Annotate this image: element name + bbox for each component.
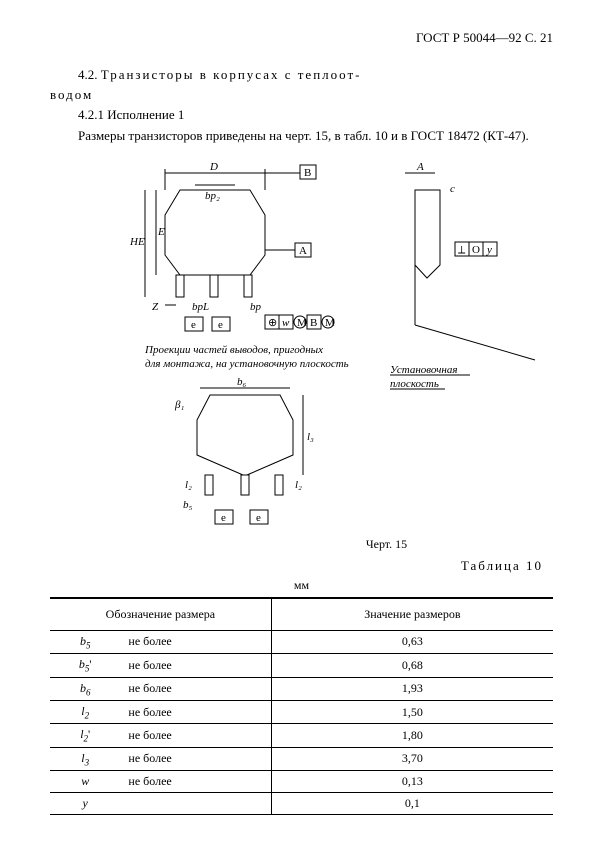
dim-condition	[120, 793, 271, 815]
dim-symbol: b6	[50, 677, 120, 700]
dim-symbol: l2'	[50, 724, 120, 747]
table-row: l2не более1,50	[50, 700, 553, 723]
svg-text:D: D	[209, 161, 218, 173]
svg-text:bp₂: bp₂	[205, 190, 220, 202]
dim-value: 1,93	[271, 677, 553, 700]
para-title-1: Транзисторы в корпусах с теплоот-	[101, 67, 362, 82]
svg-text:y: y	[486, 244, 492, 256]
para-body: Размеры транзисторов приведены на черт. …	[50, 127, 553, 145]
dim-symbol: b5'	[50, 654, 120, 677]
svg-text:l₃: l₃	[307, 431, 314, 443]
table-row: l2'не более1,80	[50, 724, 553, 747]
svg-text:bpL: bpL	[192, 301, 209, 313]
dim-value: 1,50	[271, 700, 553, 723]
svg-text:Установочная: Установочная	[390, 364, 457, 376]
svg-text:⊕: ⊕	[268, 317, 277, 329]
para-4-2-cont: водом	[50, 86, 553, 104]
dim-condition: не более	[120, 771, 271, 793]
svg-text:B: B	[310, 317, 317, 329]
table-row: b5'не более0,68	[50, 654, 553, 677]
svg-text:β₁: β₁	[174, 399, 184, 411]
table-unit: мм	[50, 578, 553, 593]
dim-symbol: w	[50, 771, 120, 793]
svg-text:HE: HE	[129, 236, 145, 248]
figure-caption: Черт. 15	[220, 537, 553, 552]
svg-text:c: c	[450, 183, 455, 195]
dim-value: 0,1	[271, 793, 553, 815]
svg-text:M: M	[297, 317, 307, 329]
figure-15: D B bp₂ HE E A Z bpL bp e	[50, 155, 553, 535]
dim-condition: не более	[120, 700, 271, 723]
svg-text:Проекции частей выводов, приго: Проекции частей выводов, пригодных	[144, 344, 323, 356]
dim-symbol: y	[50, 793, 120, 815]
svg-text:bp: bp	[250, 301, 262, 313]
svg-text:E: E	[157, 226, 165, 238]
svg-text:O: O	[472, 244, 480, 256]
svg-text:A: A	[416, 161, 424, 173]
dim-value: 0,13	[271, 771, 553, 793]
svg-text:B: B	[304, 167, 311, 179]
table-row: l3не более3,70	[50, 747, 553, 770]
para-4-2: 4.2. Транзисторы в корпусах с теплоот-	[50, 66, 553, 84]
svg-text:e: e	[191, 319, 196, 331]
svg-text:e: e	[256, 512, 261, 524]
dim-value: 0,63	[271, 630, 553, 653]
col-head-designation: Обозначение размера	[50, 598, 271, 631]
dim-value: 0,68	[271, 654, 553, 677]
svg-text:b₆: b₆	[237, 376, 247, 388]
dim-condition: не более	[120, 654, 271, 677]
dim-condition: не более	[120, 724, 271, 747]
svg-text:Z: Z	[152, 301, 159, 313]
dim-value: 3,70	[271, 747, 553, 770]
svg-text:M: M	[325, 317, 335, 329]
page-header: ГОСТ Р 50044—92 С. 21	[50, 30, 553, 46]
svg-text:e: e	[218, 319, 223, 331]
svg-text:⟂: ⟂	[458, 244, 466, 256]
svg-text:l₂: l₂	[185, 479, 192, 491]
dim-symbol: l2	[50, 700, 120, 723]
para-4-2-1: 4.2.1 Исполнение 1	[50, 106, 553, 124]
svg-text:e: e	[221, 512, 226, 524]
dim-condition: не более	[120, 630, 271, 653]
svg-text:A: A	[299, 245, 307, 257]
dim-symbol: l3	[50, 747, 120, 770]
svg-text:b₅: b₅	[183, 499, 193, 511]
svg-text:плоскость: плоскость	[390, 378, 439, 390]
dim-symbol: b5	[50, 630, 120, 653]
svg-text:l₂: l₂	[295, 479, 302, 491]
table-row: b5не более0,63	[50, 630, 553, 653]
dim-condition: не более	[120, 677, 271, 700]
col-head-values: Значение размеров	[271, 598, 553, 631]
table-row: wне более0,13	[50, 771, 553, 793]
dimensions-table: Обозначение размера Значение размеров b5…	[50, 597, 553, 815]
table-row: b6не более1,93	[50, 677, 553, 700]
svg-text:для монтажа, на установочную п: для монтажа, на установочную плоскость	[145, 358, 349, 370]
table-label: Таблица 10	[50, 558, 543, 574]
dim-condition: не более	[120, 747, 271, 770]
table-row: y 0,1	[50, 793, 553, 815]
svg-text:w: w	[282, 317, 290, 329]
para-num: 4.2.	[78, 67, 101, 82]
dim-value: 1,80	[271, 724, 553, 747]
